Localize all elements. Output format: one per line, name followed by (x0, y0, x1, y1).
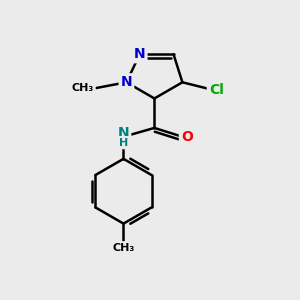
Text: H: H (119, 138, 128, 148)
Text: N: N (134, 47, 146, 61)
Text: N: N (121, 75, 132, 89)
Text: CH₃: CH₃ (112, 243, 135, 253)
Text: N: N (118, 126, 129, 140)
Text: CH₃: CH₃ (72, 83, 94, 93)
Text: O: O (181, 130, 193, 144)
Text: Cl: Cl (209, 82, 224, 97)
